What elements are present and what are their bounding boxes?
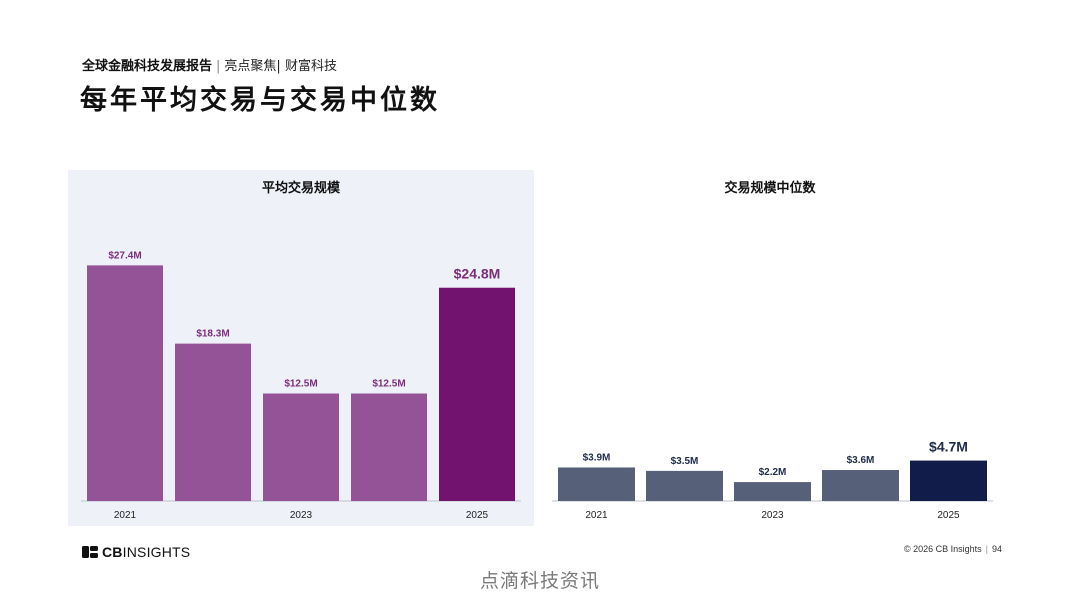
- avg-value-label-2024: $12.5M: [372, 379, 405, 390]
- footer-copyright: © 2026 CB Insights | 94: [904, 544, 1002, 554]
- avg-bar-2025: [439, 287, 515, 501]
- watermark: 点滴科技资讯: [479, 570, 600, 592]
- avg-tick-label-2023: 2023: [290, 510, 313, 521]
- median-tick-label-2021: 2021: [585, 510, 608, 521]
- left-chart-title: 平均交易规模: [261, 181, 340, 196]
- breadcrumb-separator: |: [216, 59, 221, 74]
- median-tick-label-2025: 2025: [937, 510, 960, 521]
- median-value-label-2021: $3.9M: [583, 452, 611, 463]
- avg-bar-2022: [175, 343, 251, 501]
- cb-logo-icon: [82, 546, 98, 558]
- avg-value-label-2022: $18.3M: [196, 329, 229, 340]
- median-value-label-2022: $3.5M: [671, 456, 699, 467]
- median-value-label-2025: $4.7M: [929, 439, 968, 455]
- median-value-label-2024: $3.6M: [847, 455, 875, 466]
- avg-value-label-2025: $24.8M: [454, 266, 501, 282]
- page-title: 每年平均交易与交易中位数: [80, 85, 440, 116]
- right-chart-title: 交易规模中位数: [724, 181, 816, 196]
- breadcrumb-report: 全球金融科技发展报告: [82, 59, 213, 74]
- avg-tick-label-2025: 2025: [466, 510, 489, 521]
- median-tick-label-2023: 2023: [761, 510, 784, 521]
- cb-insights-logo: CBINSIGHTS: [82, 544, 190, 560]
- median-deal-size-chart: $3.9M 2021 $3.5M $2.2M 2023 $3.6M $4.7M 2025: [552, 439, 993, 521]
- median-value-label-2023: $2.2M: [759, 467, 787, 478]
- avg-deal-size-chart: $27.4M 2021 $18.3M $12.5M 2023 $12.5M $24.8M 20…: [81, 250, 521, 521]
- footer-separator: |: [985, 544, 988, 554]
- logo-wordmark: CBINSIGHTS: [102, 544, 190, 560]
- median-bar-2022: [646, 470, 723, 501]
- logo-suffix: INSIGHTS: [122, 544, 191, 560]
- median-bar-2021: [558, 467, 635, 501]
- avg-bar-2021: [87, 265, 163, 501]
- breadcrumb-subsection: 财富科技: [284, 59, 337, 74]
- avg-value-label-2023: $12.5M: [284, 379, 317, 390]
- avg-bar-2023: [263, 393, 339, 501]
- avg-bar-2024: [351, 393, 427, 501]
- avg-value-label-2021: $27.4M: [108, 250, 141, 261]
- copyright-text: © 2026 CB Insights: [903, 544, 982, 554]
- median-bar-2024: [822, 470, 899, 501]
- page-number: 94: [991, 544, 1002, 554]
- avg-tick-label-2021: 2021: [114, 510, 137, 521]
- median-bar-2023: [734, 482, 811, 501]
- median-bar-2025: [910, 460, 987, 501]
- breadcrumb: 全球金融科技发展报告 | 亮点聚焦| 财富科技: [82, 55, 337, 74]
- logo-prefix: CB: [102, 544, 123, 560]
- breadcrumb-section: 亮点聚焦|: [224, 59, 281, 74]
